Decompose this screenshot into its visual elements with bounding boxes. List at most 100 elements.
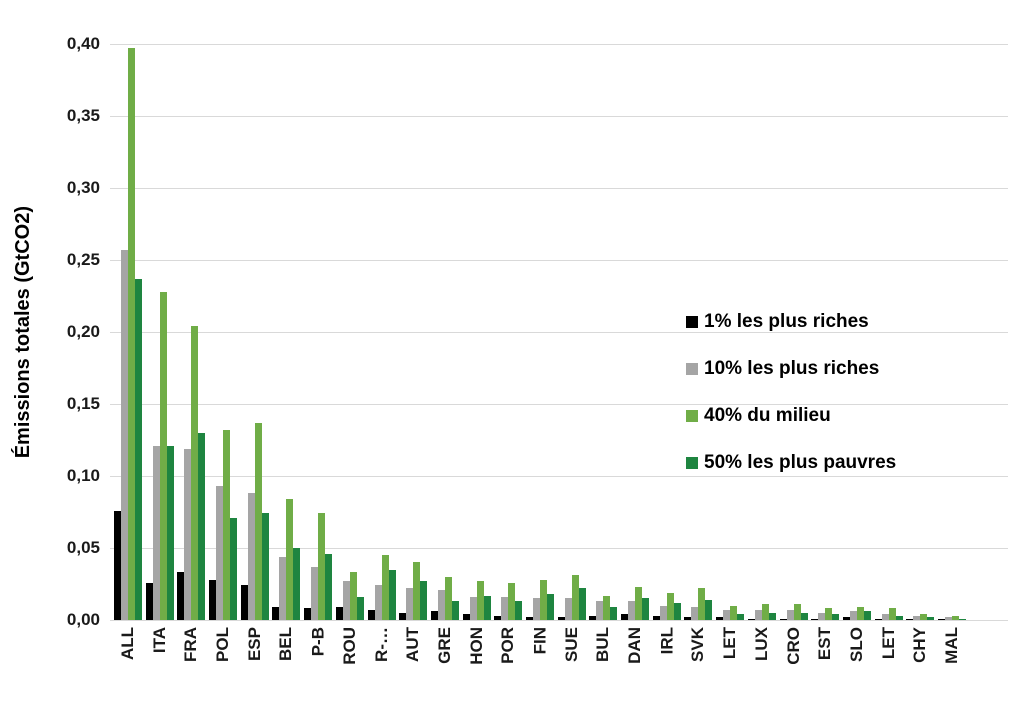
x-tick-label: DAN — [625, 627, 644, 664]
x-tick-label: AUT — [403, 627, 422, 662]
gridline — [110, 620, 1008, 621]
bar-series4-ITA — [167, 446, 174, 620]
bar-series3-ITA — [160, 292, 167, 620]
bar-series2-HON — [470, 597, 477, 620]
bar-series2-EST — [818, 613, 825, 620]
bar-series4-SLO — [864, 611, 871, 620]
x-tick-label: SLO — [847, 627, 866, 662]
bar-series4-SUE — [579, 588, 586, 620]
y-tick-label: 0,10 — [66, 466, 100, 485]
x-tick-label: GRE — [435, 627, 454, 664]
bar-series3-CHY — [920, 614, 927, 620]
bar-series2-GRE — [438, 590, 445, 620]
bar-series2-ALL — [121, 250, 128, 620]
bar-series4-POL — [230, 518, 237, 620]
bar-series3-P-B — [318, 513, 325, 620]
bar-series4-GRE — [452, 601, 459, 620]
bar-series2-DAN — [628, 601, 635, 620]
bar-series3-SVK — [698, 588, 705, 620]
bar-series1-LUX — [748, 619, 755, 620]
bar-series1-GRE — [431, 611, 438, 620]
bar-series4-ROU — [357, 597, 364, 620]
bar-series1-R-… — [368, 610, 375, 620]
bar-series2-SVK — [691, 607, 698, 620]
x-tick-label: SVK — [688, 627, 707, 662]
bar-series2-ITA — [153, 446, 160, 620]
y-tick-label: 0,00 — [66, 610, 100, 629]
bar-series1-P-B — [304, 608, 311, 620]
bar-series2-IRL — [660, 606, 667, 620]
legend-label: 1% les plus riches — [704, 311, 869, 332]
bar-series3-AUT — [413, 562, 420, 620]
x-tick-label: FIN — [530, 627, 549, 655]
bar-series3-POR — [508, 583, 515, 620]
bar-series1-SUE — [558, 617, 565, 620]
y-tick-label: 0,05 — [66, 538, 100, 557]
bar-series1-FRA — [177, 572, 184, 620]
x-tick-label: CRO — [784, 627, 803, 665]
gridline — [110, 476, 1008, 477]
bar-series1-CRO — [780, 619, 787, 620]
gridline — [110, 116, 1008, 117]
bar-series4-FIN — [547, 594, 554, 620]
bar-series2-SLO — [850, 611, 857, 620]
x-tick-label: EST — [815, 627, 834, 661]
x-tick-label: POL — [213, 627, 232, 662]
bar-series3-ALL — [128, 48, 135, 620]
gridline — [110, 44, 1008, 45]
x-tick-label: R-… — [372, 627, 391, 662]
gridline — [110, 332, 1008, 333]
legend-swatch-icon — [686, 316, 698, 328]
bar-series2-LET — [882, 614, 889, 620]
bar-series3-POL — [223, 430, 230, 620]
bar-series2-BEL — [279, 557, 286, 620]
legend-label: 40% du milieu — [704, 405, 831, 426]
bar-series3-MAL — [952, 616, 959, 620]
x-tick-label: ROU — [340, 627, 359, 665]
bar-series1-LET — [716, 617, 723, 620]
legend-item: 40% du milieu — [686, 405, 831, 427]
bar-series4-MAL — [959, 619, 966, 620]
bar-series3-LUX — [762, 604, 769, 620]
bar-series4-EST — [832, 614, 839, 620]
bar-series1-POR — [494, 616, 501, 620]
y-tick-label: 0,35 — [66, 106, 100, 125]
bar-series4-IRL — [674, 603, 681, 620]
bar-series3-LET — [730, 606, 737, 620]
bar-series4-LET — [896, 616, 903, 620]
bar-series3-DAN — [635, 587, 642, 620]
gridline — [110, 260, 1008, 261]
bar-series3-IRL — [667, 593, 674, 620]
legend-item: 50% les plus pauvres — [686, 452, 896, 474]
x-tick-label: FRA — [181, 627, 200, 662]
x-tick-label: LET — [879, 627, 898, 660]
bar-series4-BUL — [610, 607, 617, 620]
bar-series3-SLO — [857, 607, 864, 620]
y-axis-title-box: Émissions totales (GtCO2) — [12, 44, 35, 620]
bar-series4-SVK — [705, 600, 712, 620]
bar-series3-FRA — [191, 326, 198, 620]
bar-series2-P-B — [311, 567, 318, 620]
bar-series2-CHY — [913, 616, 920, 620]
bar-series2-R-… — [375, 585, 382, 620]
x-tick-label: SUE — [562, 627, 581, 662]
gridline — [110, 188, 1008, 189]
bar-series1-POL — [209, 580, 216, 620]
legend-swatch-icon — [686, 363, 698, 375]
bar-series4-ALL — [135, 279, 142, 620]
y-tick-label: 0,20 — [66, 322, 100, 341]
legend-swatch-icon — [686, 410, 698, 422]
x-tick-label: MAL — [942, 627, 961, 664]
bar-series1-ALL — [114, 511, 121, 620]
bar-series1-BUL — [589, 616, 596, 620]
bar-series1-ITA — [146, 583, 153, 620]
bar-series4-CRO — [801, 613, 808, 620]
bar-series1-IRL — [653, 616, 660, 620]
bar-series2-AUT — [406, 588, 413, 620]
legend-label: 50% les plus pauvres — [704, 452, 897, 473]
bar-series2-SUE — [565, 598, 572, 620]
legend-item: 10% les plus riches — [686, 358, 879, 380]
bar-series1-CHY — [906, 619, 913, 620]
x-tick-label: CHY — [910, 627, 929, 663]
